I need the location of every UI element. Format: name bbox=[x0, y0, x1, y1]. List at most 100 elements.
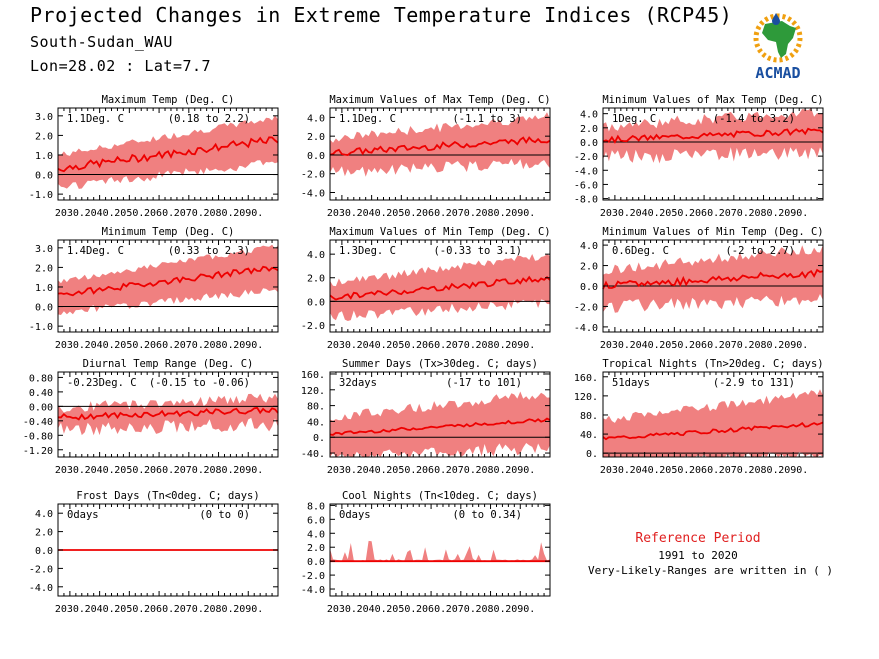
median-line bbox=[57, 265, 279, 297]
panel-title: Frost Days (Tn<0deg. C; days) bbox=[76, 490, 259, 502]
x-tick-label: 2030. bbox=[600, 465, 630, 476]
y-tick-label: -0.80 bbox=[23, 431, 53, 442]
median-line bbox=[329, 417, 551, 436]
x-tick-label: 2090. bbox=[505, 208, 535, 219]
reference-period-title: Reference Period bbox=[635, 531, 761, 546]
x-tick-label: 2080. bbox=[203, 340, 233, 351]
panel-range-label: (-1.1 to 3) bbox=[452, 113, 522, 125]
x-tick-label: 2060. bbox=[416, 604, 446, 615]
y-tick-label: 8.0 bbox=[307, 501, 325, 512]
y-tick-label: 4.0 bbox=[580, 110, 598, 121]
x-tick-label: 2030. bbox=[327, 340, 357, 351]
x-tick-label: 2040. bbox=[357, 208, 387, 219]
panel-title: Maximum Values of Min Temp (Deg. C) bbox=[329, 226, 550, 238]
y-tick-label: 2.0 bbox=[35, 131, 53, 142]
plot-frame bbox=[57, 371, 279, 458]
coordinates: Lon=28.02 : Lat=7.7 bbox=[30, 57, 212, 75]
range-band bbox=[330, 254, 550, 321]
plot-frame bbox=[329, 503, 551, 597]
x-tick-label: 2030. bbox=[600, 208, 630, 219]
x-tick-label: 2080. bbox=[475, 340, 505, 351]
y-tick-label: 0. bbox=[586, 449, 598, 460]
chart-panel: 2030. 2040. 2050. 2060. 2070. 2080. 2090. 160. 1… bbox=[301, 358, 551, 476]
x-tick-label: 2060. bbox=[144, 604, 174, 615]
panel-title: Summer Days (Tx>30deg. C; days) bbox=[342, 358, 538, 370]
y-tick-label: 6.0 bbox=[307, 515, 325, 526]
x-tick-label: 2070. bbox=[446, 340, 476, 351]
x-tick-label: 2080. bbox=[475, 465, 505, 476]
x-tick-label: 2060. bbox=[689, 465, 719, 476]
panel-range-label: (0.33 to 2.3) bbox=[168, 245, 250, 257]
x-tick-label: 2060. bbox=[144, 208, 174, 219]
x-tick-label: 2080. bbox=[475, 208, 505, 219]
y-tick-label: 0. bbox=[313, 433, 325, 444]
x-tick-label: 2040. bbox=[357, 340, 387, 351]
chart-panel: 2030. 2040. 2050. 2060. 2070. 2080. 2090. 160. 1… bbox=[574, 358, 824, 476]
x-tick-label: 2050. bbox=[114, 208, 144, 219]
panel-value-label: 1.3Deg. C bbox=[339, 245, 396, 257]
acmad-logo: ACMAD bbox=[738, 8, 818, 84]
y-tick-label: 2.0 bbox=[307, 274, 325, 285]
y-tick-label: 80. bbox=[580, 411, 598, 422]
plot-frame bbox=[329, 107, 551, 201]
x-tick-label: 2040. bbox=[357, 465, 387, 476]
x-tick-label: 2040. bbox=[85, 208, 115, 219]
median-line bbox=[602, 268, 824, 290]
x-tick-label: 2060. bbox=[416, 340, 446, 351]
reference-period-years: 1991 to 2020 bbox=[658, 549, 738, 562]
y-tick-label: 120. bbox=[301, 386, 325, 397]
y-tick-label: 0.0 bbox=[307, 557, 325, 568]
x-tick-label: 2040. bbox=[630, 340, 660, 351]
chart-panel: 2030. 2040. 2050. 2060. 2070. 2080. 2090. 4.0 2.… bbox=[29, 490, 279, 615]
x-tick-label: 2090. bbox=[505, 604, 535, 615]
y-tick-label: 4.0 bbox=[580, 241, 598, 252]
x-tick-label: 2040. bbox=[630, 208, 660, 219]
x-tick-label: 2050. bbox=[386, 340, 416, 351]
x-tick-label: 2040. bbox=[85, 465, 115, 476]
y-tick-label: 0.40 bbox=[29, 388, 53, 399]
x-tick-label: 2050. bbox=[386, 208, 416, 219]
y-tick-label: -2.0 bbox=[29, 564, 53, 575]
x-tick-label: 2030. bbox=[55, 465, 85, 476]
y-tick-label: -4.0 bbox=[574, 166, 598, 177]
x-tick-label: 2080. bbox=[203, 208, 233, 219]
x-tick-label: 2070. bbox=[719, 208, 749, 219]
median-line bbox=[602, 127, 824, 144]
x-tick-label: 2070. bbox=[446, 208, 476, 219]
x-tick-label: 2090. bbox=[233, 465, 263, 476]
y-tick-label: 1.0 bbox=[35, 151, 53, 162]
y-tick-label: 160. bbox=[574, 373, 598, 384]
y-tick-label: -4.0 bbox=[29, 583, 53, 594]
y-tick-label: -1.20 bbox=[23, 446, 53, 457]
logo-text: ACMAD bbox=[755, 64, 800, 82]
x-tick-label: 2040. bbox=[85, 340, 115, 351]
x-tick-label: 2030. bbox=[327, 465, 357, 476]
panel-title: Maximum Values of Max Temp (Deg. C) bbox=[329, 94, 550, 106]
x-tick-label: 2070. bbox=[174, 604, 204, 615]
y-tick-label: -4.0 bbox=[574, 323, 598, 334]
range-band bbox=[603, 244, 823, 313]
y-tick-label: -2.0 bbox=[301, 571, 325, 582]
panel-range-label: (-2.9 to 131) bbox=[713, 377, 795, 389]
x-tick-label: 2080. bbox=[748, 465, 778, 476]
panel-title: Cool Nights (Tn<10deg. C; days) bbox=[342, 490, 538, 502]
panel-title: Minimum Values of Min Temp (Deg. C) bbox=[602, 226, 823, 238]
y-tick-label: -1.0 bbox=[29, 190, 53, 201]
x-tick-label: 2070. bbox=[446, 465, 476, 476]
y-tick-label: 2.0 bbox=[580, 124, 598, 135]
panel-title: Tropical Nights (Tn>20deg. C; days) bbox=[602, 358, 823, 370]
x-tick-label: 2090. bbox=[505, 465, 535, 476]
panel-value-label: 0days bbox=[67, 509, 99, 521]
x-tick-label: 2090. bbox=[233, 208, 263, 219]
y-tick-label: -4.0 bbox=[301, 585, 325, 596]
x-tick-label: 2050. bbox=[659, 208, 689, 219]
y-tick-label: 2.0 bbox=[35, 263, 53, 274]
panel-range-label: (0 to 0) bbox=[199, 509, 250, 521]
x-tick-label: 2060. bbox=[416, 465, 446, 476]
y-tick-label: 4.0 bbox=[35, 509, 53, 520]
panel-title: Minimum Temp (Deg. C) bbox=[102, 226, 235, 238]
panel-value-label: -0.23Deg. C bbox=[67, 377, 137, 389]
plot-frame bbox=[602, 107, 824, 201]
x-tick-label: 2030. bbox=[55, 340, 85, 351]
y-tick-label: 80. bbox=[307, 402, 325, 413]
